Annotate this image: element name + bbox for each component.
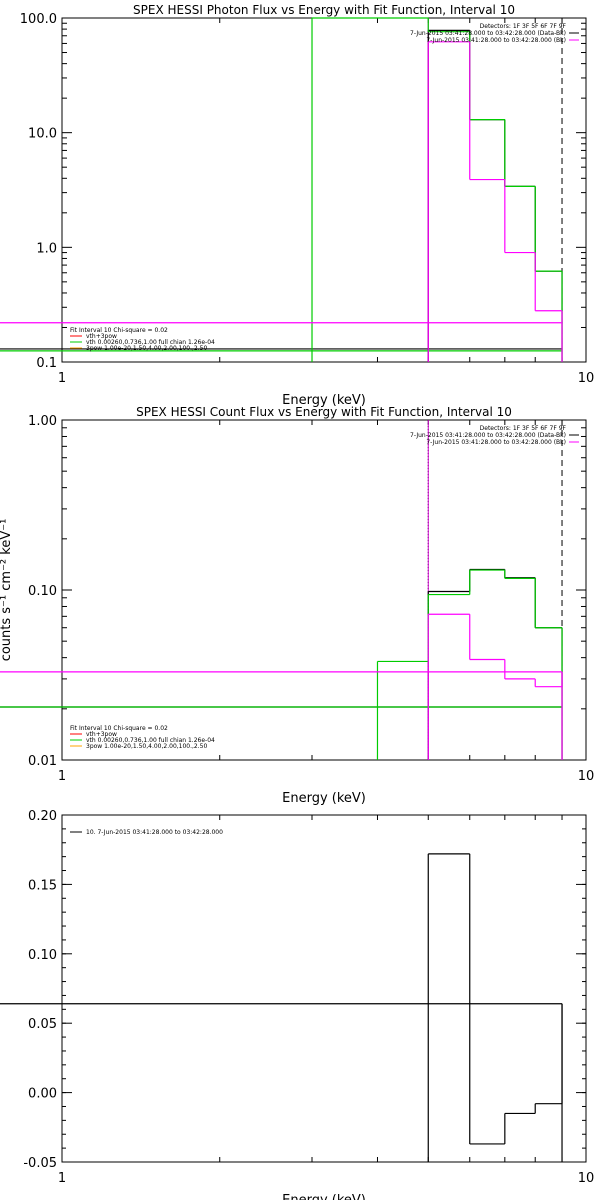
series-3 bbox=[0, 41, 563, 362]
y-tick-label: 0.15 bbox=[28, 878, 57, 893]
legend-entry: 7-Jun-2015 03:41:28.000 to 03:42:28.000 … bbox=[410, 30, 566, 37]
legend-entry: vth+3pow bbox=[86, 333, 117, 340]
x-axis-label: Energy (keV) bbox=[282, 1193, 366, 1200]
x-axis-label: Energy (keV) bbox=[282, 791, 366, 806]
x-tick-label: 10 bbox=[578, 769, 595, 784]
x-axis-label: Energy (keV) bbox=[282, 393, 366, 408]
plot-frame bbox=[61, 17, 587, 363]
x-tick-label: 10 bbox=[578, 371, 595, 386]
legend-entry: Fit Interval 10 Chi-square = 0.02 bbox=[70, 327, 168, 334]
legend-entry: vth 0.00260,0.736,1.00 full chian 1.26e-… bbox=[86, 737, 215, 744]
series-2 bbox=[0, 569, 563, 760]
legend-entry: Fit Interval 10 Chi-square = 0.02 bbox=[70, 725, 168, 732]
chart-title: SPEX HESSI Photon Flux vs Energy with Fi… bbox=[133, 3, 515, 17]
series-2 bbox=[0, 17, 563, 362]
chart-1: SPEX HESSI Photon Flux vs Energy with Fi… bbox=[0, 3, 594, 408]
y-tick-label: 100.0 bbox=[20, 12, 57, 27]
series-3 bbox=[0, 613, 563, 760]
y-tick-label: 0.05 bbox=[28, 1017, 57, 1032]
series-1 bbox=[0, 853, 563, 1162]
legend-entry: 7-Jun-2015 03:41:28.000 to 03:42:28.000 … bbox=[410, 432, 566, 439]
series-1 bbox=[0, 29, 563, 362]
x-tick-label: 1 bbox=[58, 371, 66, 386]
y-tick-label: 0.20 bbox=[28, 809, 57, 824]
y-tick-label: 1.00 bbox=[28, 414, 57, 429]
x-tick-label: 1 bbox=[58, 769, 66, 784]
y-tick-label: 0.10 bbox=[28, 948, 57, 963]
legend-entry: 7-Jun-2015 03:41:28.000 to 03:42:28.000 … bbox=[426, 37, 566, 44]
y-tick-label: 0.10 bbox=[28, 584, 57, 599]
x-tick-label: 1 bbox=[58, 1171, 66, 1186]
plot-frame bbox=[61, 814, 587, 1163]
y-tick-label: 0.1 bbox=[36, 356, 57, 371]
chart-2: SPEX HESSI Count Flux vs Energy with Fit… bbox=[0, 405, 594, 806]
legend-entry: Detectors: 1F 3F 5F 6F 7F 9F bbox=[480, 425, 567, 432]
y-tick-label: 10.0 bbox=[28, 127, 57, 142]
x-tick-label: 10 bbox=[578, 1171, 595, 1186]
chart-title: SPEX HESSI Count Flux vs Energy with Fit… bbox=[136, 405, 512, 419]
legend-entry: Detectors: 1F 3F 5F 6F 7F 9F bbox=[480, 23, 567, 30]
legend-entry: 3pow 1.00e-20,1.50,4.00,2.00,100.,2.50 bbox=[86, 743, 207, 750]
legend-entry: 10. 7-Jun-2015 03:41:28.000 to 03:42:28.… bbox=[86, 829, 223, 836]
y-tick-label: 1.0 bbox=[36, 241, 57, 256]
legend-entry: 3pow 1.00e-20,1.50,4.00,2.00,100.,2.50 bbox=[86, 345, 207, 352]
y-axis-label: counts s⁻¹ cm⁻² keV⁻¹ bbox=[0, 519, 14, 662]
legend-entry: 7-Jun-2015 03:41:28.000 to 03:42:28.000 … bbox=[426, 439, 566, 446]
y-tick-label: 0.01 bbox=[28, 754, 57, 769]
y-tick-label: 0.00 bbox=[28, 1087, 57, 1102]
plot-frame bbox=[61, 419, 587, 761]
legend-entry: vth+3pow bbox=[86, 731, 117, 738]
y-tick-label: -0.05 bbox=[23, 1156, 57, 1171]
chart-3: Energy (keV) 1 10 0.20 0.15 0.10 0.05 0.00 -0.05… bbox=[0, 809, 594, 1200]
legend-entry: vth 0.00260,0.736,1.00 full chian 1.26e-… bbox=[86, 339, 215, 346]
